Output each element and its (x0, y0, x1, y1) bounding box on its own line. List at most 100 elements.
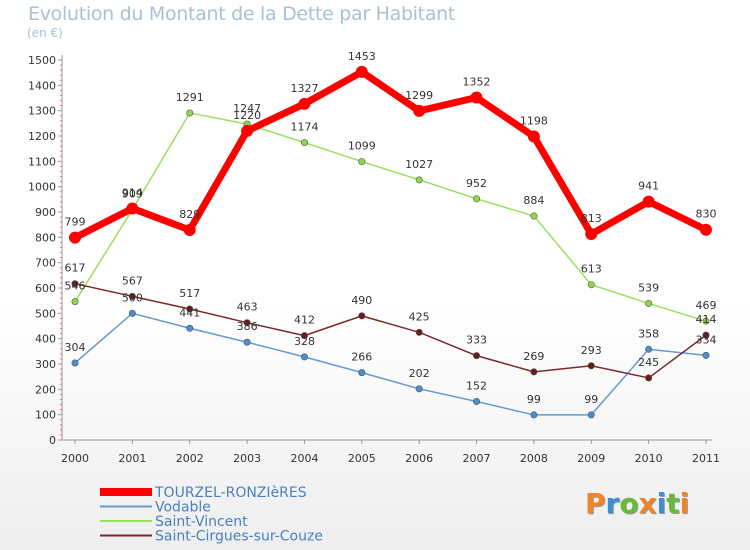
data-label: 425 (409, 310, 430, 323)
data-label: 266 (351, 351, 372, 364)
data-label: 412 (294, 314, 315, 327)
data-label: 441 (179, 306, 200, 319)
x-tick-label: 2002 (176, 452, 204, 465)
data-point (300, 353, 308, 361)
data-label: 99 (527, 393, 541, 406)
x-tick-label: 2005 (348, 452, 376, 465)
y-tick-label: 0 (49, 434, 56, 447)
legend-label: Vodable (155, 500, 211, 516)
x-tick-label: 2010 (635, 452, 663, 465)
data-point (243, 319, 251, 327)
y-tick-label: 1200 (28, 130, 56, 143)
data-label: 517 (179, 287, 200, 300)
data-point (645, 299, 653, 307)
series-line-1 (74, 312, 707, 416)
data-point (128, 309, 136, 317)
data-point (530, 368, 538, 376)
data-label: 500 (122, 291, 143, 304)
y-tick-label: 200 (35, 383, 56, 396)
data-label: 490 (351, 294, 372, 307)
data-label: 799 (65, 216, 86, 229)
data-label: 539 (638, 281, 659, 294)
data-label: 830 (696, 208, 717, 221)
data-point (415, 176, 423, 184)
y-tick-label: 700 (35, 257, 56, 270)
data-label: 328 (294, 335, 315, 348)
data-point (128, 292, 136, 300)
legend-label: Saint-Cirgues-sur-Couze (155, 529, 323, 545)
y-tick-label: 300 (35, 358, 56, 371)
data-point (587, 411, 595, 419)
data-label: 884 (523, 194, 544, 207)
data-point (645, 345, 653, 353)
data-point (126, 202, 139, 215)
chart-subtitle: (en €) (27, 26, 63, 40)
x-tick-label: 2009 (577, 452, 605, 465)
data-point (473, 195, 481, 203)
data-label: 909 (122, 188, 143, 201)
y-tick-label: 900 (35, 206, 56, 219)
data-label: 829 (179, 208, 200, 221)
data-label: 358 (638, 327, 659, 340)
data-label: 813 (581, 212, 602, 225)
data-point (470, 91, 483, 104)
x-tick-label: 2006 (405, 452, 433, 465)
y-tick-label: 500 (35, 307, 56, 320)
data-label: 1352 (463, 75, 491, 88)
data-label: 1174 (290, 121, 318, 134)
data-point (527, 130, 540, 143)
data-point (700, 223, 712, 236)
data-point (298, 97, 311, 110)
data-label: 202 (409, 367, 430, 380)
y-tick-label: 100 (35, 409, 56, 422)
data-label: 1291 (176, 91, 204, 104)
data-label: 334 (696, 333, 717, 346)
series-line-3 (74, 282, 707, 379)
data-point (71, 280, 79, 288)
x-tick-label: 2011 (692, 452, 720, 465)
data-point (186, 305, 194, 313)
data-label: 1247 (233, 102, 261, 115)
x-tick-label: 2004 (290, 452, 318, 465)
data-point (645, 374, 653, 382)
data-label: 469 (696, 299, 717, 312)
data-point (473, 397, 481, 405)
data-label: 414 (696, 313, 717, 326)
data-point (358, 158, 366, 166)
x-tick-label: 2000 (61, 452, 89, 465)
data-label: 1327 (290, 82, 318, 95)
y-tick-label: 600 (35, 282, 56, 295)
data-point (473, 352, 481, 360)
data-label: 99 (584, 393, 598, 406)
legend-label: Saint-Vincent (155, 514, 248, 530)
data-label: 1220 (233, 109, 261, 122)
x-tick-label: 2007 (463, 452, 491, 465)
y-tick-label: 800 (35, 231, 56, 244)
data-point (585, 228, 598, 241)
chart-title: Evolution du Montant de la Dette par Hab… (28, 3, 456, 25)
data-point (415, 328, 423, 336)
data-label: 386 (237, 320, 258, 333)
data-point (415, 385, 423, 393)
data-point (358, 312, 366, 320)
y-tick-label: 1000 (28, 181, 56, 194)
data-point (186, 109, 194, 117)
proxiti-logo: Proxiti (585, 487, 690, 520)
series-line-0 (71, 68, 710, 242)
data-point (355, 65, 368, 78)
data-label: 613 (581, 263, 602, 276)
data-label: 617 (65, 262, 86, 275)
data-label: 1099 (348, 140, 376, 153)
data-label: 152 (466, 379, 487, 392)
data-label: 269 (523, 350, 544, 363)
data-label: 333 (466, 334, 487, 347)
data-point (241, 124, 254, 137)
data-label: 1299 (405, 89, 433, 102)
data-label: 1198 (520, 115, 548, 128)
y-tick-label: 1100 (28, 155, 56, 168)
data-point (186, 324, 194, 332)
data-label: 1027 (405, 158, 433, 171)
data-point (587, 281, 595, 289)
data-label: 304 (65, 341, 86, 354)
data-label: 245 (638, 356, 659, 369)
